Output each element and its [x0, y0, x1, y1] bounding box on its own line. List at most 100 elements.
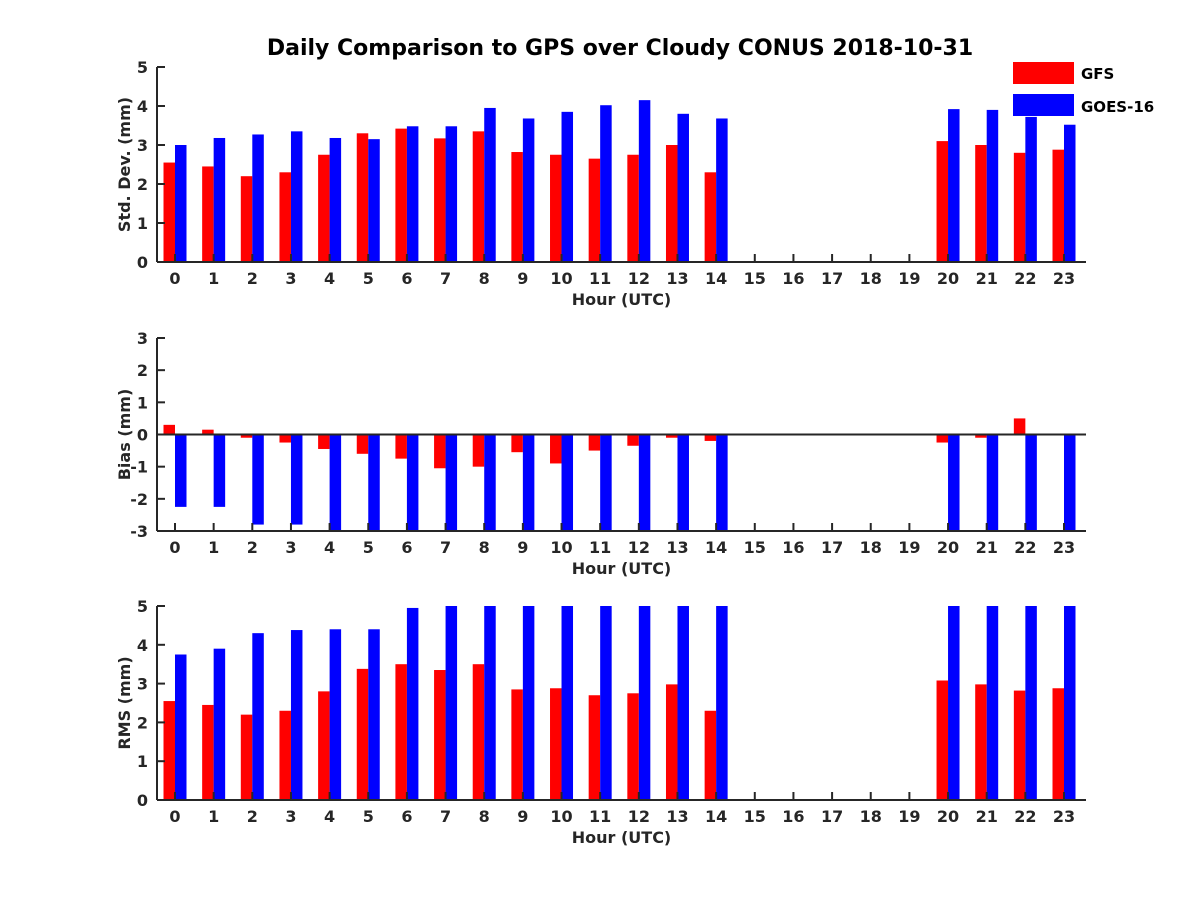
bar-goes16-hour-3 [290, 131, 303, 262]
y-axis-label: RMS (mm) [115, 656, 134, 749]
bar-goes16-hour-23 [1064, 124, 1076, 262]
x-tick-label: 2 [247, 269, 258, 288]
bar-gfs-hour-8 [472, 664, 485, 800]
bar-goes16-hour-9 [522, 606, 535, 800]
bar-goes16-hour-14 [716, 118, 728, 262]
bar-gfs-hour-5 [356, 434, 369, 454]
x-tick-label: 13 [666, 538, 688, 557]
legend-swatch-goes16 [1013, 94, 1074, 116]
bar-gfs-hour-22 [1013, 152, 1026, 262]
bar-gfs-hour-0 [163, 424, 175, 435]
x-tick-label: 12 [628, 269, 650, 288]
bar-gfs-hour-5 [356, 133, 369, 262]
bar-goes16-hour-12 [638, 434, 651, 531]
y-tick-label: -2 [130, 490, 148, 509]
bar-goes16-hour-0 [175, 145, 187, 262]
x-tick-label: 8 [479, 269, 490, 288]
y-tick-label: 2 [137, 175, 148, 194]
bar-gfs-hour-9 [511, 152, 523, 262]
bar-goes16-hour-6 [406, 126, 419, 262]
x-tick-label: 17 [821, 807, 843, 826]
bar-goes16-hour-23 [1064, 434, 1076, 531]
bar-goes16-hour-20 [948, 606, 960, 800]
x-tick-label: 4 [324, 807, 335, 826]
x-tick-label: 16 [782, 538, 804, 557]
bar-gfs-hour-1 [202, 429, 214, 435]
bar-gfs-hour-9 [511, 689, 523, 800]
x-tick-label: 13 [666, 807, 688, 826]
y-tick-label: -1 [130, 458, 148, 477]
bar-gfs-hour-4 [318, 691, 330, 800]
x-tick-label: 21 [976, 807, 998, 826]
x-tick-label: 23 [1053, 538, 1075, 557]
bar-goes16-hour-2 [252, 633, 264, 800]
chart-title: Daily Comparison to GPS over Cloudy CONU… [267, 36, 973, 61]
x-tick-label: 4 [324, 269, 335, 288]
bar-gfs-hour-3 [279, 710, 291, 800]
x-tick-label: 22 [1014, 269, 1036, 288]
x-tick-label: 6 [401, 807, 412, 826]
bar-gfs-hour-13 [665, 434, 678, 438]
bar-goes16-hour-7 [445, 126, 458, 262]
bar-goes16-hour-2 [252, 434, 264, 525]
legend-label-gfs: GFS [1081, 65, 1114, 83]
bar-goes16-hour-1 [213, 137, 226, 262]
bar-gfs-hour-21 [975, 684, 987, 800]
x-tick-label: 6 [401, 538, 412, 557]
y-tick-label: 2 [137, 361, 148, 380]
bar-gfs-hour-10 [550, 154, 562, 262]
bar-goes16-hour-20 [948, 434, 960, 531]
y-tick-label: 1 [137, 393, 148, 412]
bar-goes16-hour-11 [600, 105, 612, 262]
x-tick-label: 5 [363, 807, 374, 826]
bar-goes16-hour-11 [600, 606, 612, 800]
x-tick-label: 10 [550, 538, 572, 557]
x-tick-label: 8 [479, 538, 490, 557]
bar-goes16-hour-10 [561, 111, 574, 262]
x-tick-label: 7 [440, 269, 451, 288]
bar-gfs-hour-6 [395, 434, 407, 459]
x-tick-label: 0 [169, 807, 180, 826]
x-tick-label: 5 [363, 269, 374, 288]
bar-gfs-hour-2 [240, 434, 253, 438]
bar-gfs-hour-8 [472, 131, 485, 262]
x-tick-label: 23 [1053, 269, 1075, 288]
bar-goes16-hour-14 [716, 606, 728, 800]
bar-goes16-hour-21 [986, 109, 999, 263]
bar-gfs-hour-11 [588, 158, 601, 262]
bar-goes16-hour-23 [1064, 606, 1076, 800]
bar-gfs-hour-11 [588, 434, 601, 451]
x-axis-label: Hour (UTC) [572, 290, 672, 309]
bar-goes16-hour-13 [677, 113, 689, 262]
x-tick-label: 0 [169, 269, 180, 288]
bar-gfs-hour-13 [665, 684, 678, 800]
y-tick-label: 5 [137, 597, 148, 616]
x-tick-label: 15 [744, 269, 766, 288]
x-tick-label: 16 [782, 269, 804, 288]
x-tick-label: 11 [589, 269, 611, 288]
bar-gfs-hour-7 [434, 138, 446, 262]
x-tick-label: 21 [976, 538, 998, 557]
y-tick-label: 3 [137, 136, 148, 155]
bar-gfs-hour-21 [975, 145, 987, 262]
x-tick-label: 6 [401, 269, 412, 288]
bar-goes16-hour-7 [445, 434, 458, 531]
y-tick-label: 5 [137, 58, 148, 77]
x-tick-label: 7 [440, 807, 451, 826]
bar-goes16-hour-1 [213, 648, 226, 800]
y-axis-label: Bias (mm) [115, 389, 134, 481]
bar-gfs-hour-2 [240, 714, 253, 800]
x-axis-label: Hour (UTC) [572, 828, 672, 847]
bar-goes16-hour-9 [522, 118, 535, 262]
x-tick-label: 20 [937, 269, 959, 288]
bar-gfs-hour-10 [550, 688, 562, 800]
bar-gfs-hour-3 [279, 172, 291, 262]
bar-gfs-hour-10 [550, 434, 562, 464]
x-tick-label: 23 [1053, 807, 1075, 826]
bar-gfs-hour-12 [627, 693, 639, 800]
x-tick-label: 18 [860, 807, 882, 826]
bar-gfs-hour-23 [1052, 149, 1064, 262]
bar-goes16-hour-21 [986, 434, 999, 531]
